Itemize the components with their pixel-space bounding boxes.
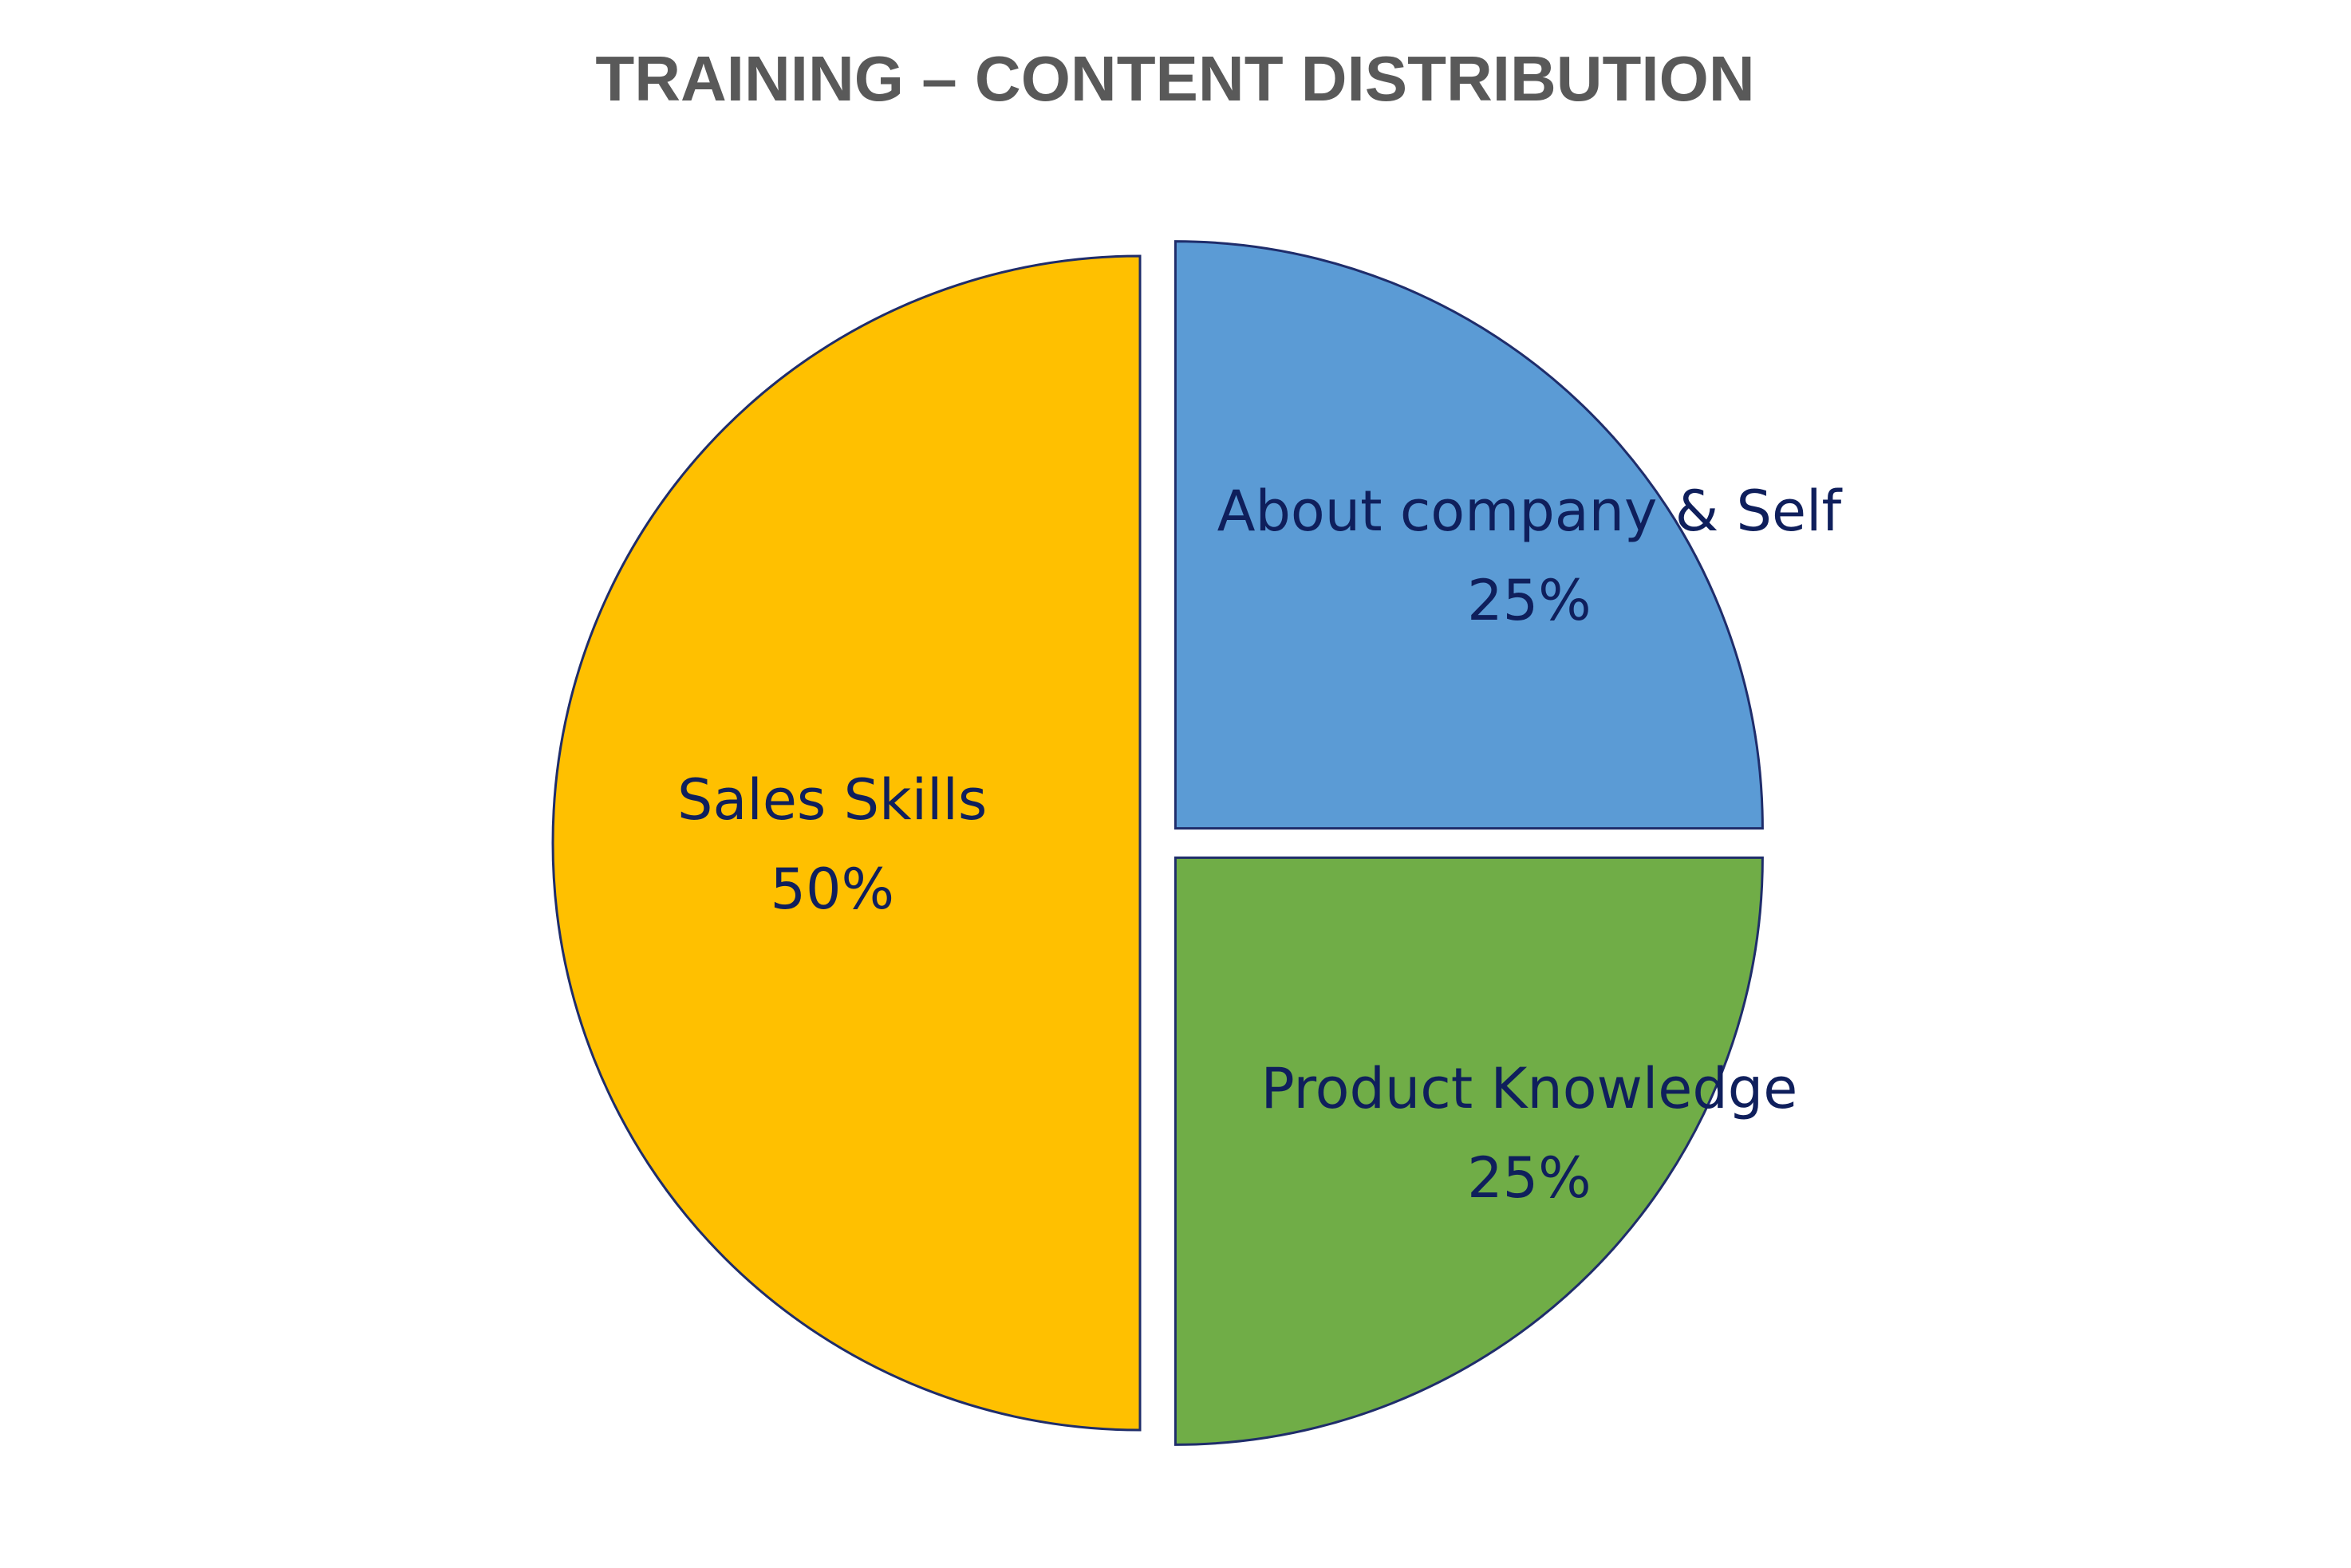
chart-title: TRAINING – CONTENT DISTRIBUTION bbox=[595, 43, 1754, 114]
slice-value: 50% bbox=[770, 857, 894, 922]
slice-label: Product Knowledge bbox=[1260, 1056, 1797, 1121]
slice-value: 25% bbox=[1467, 568, 1592, 633]
pie-slice-product-knowledge bbox=[1174, 856, 1764, 1446]
pie-slice-about-company-self bbox=[1174, 240, 1764, 830]
pie-slice-sales-skills bbox=[551, 254, 1142, 1432]
slice-label: About company & Self bbox=[1217, 479, 1843, 544]
slice-label: Sales Skills bbox=[677, 767, 987, 833]
slice-value: 25% bbox=[1467, 1145, 1592, 1211]
